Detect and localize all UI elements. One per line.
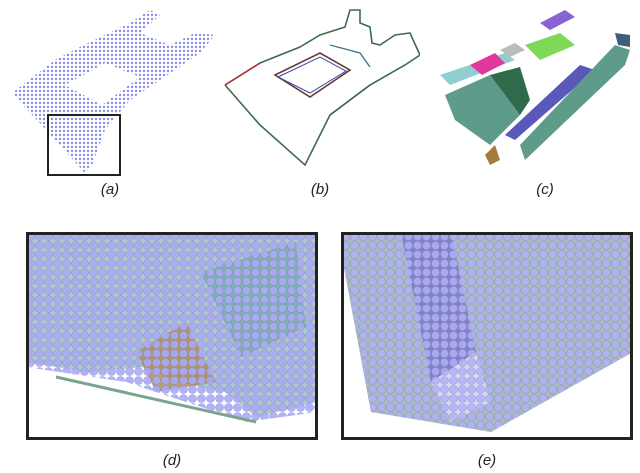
panel-c: (c) [430,5,635,198]
panel-a: (a) [10,5,225,198]
panel-a-graphic [12,10,215,176]
panel-c-graphic [440,10,630,165]
caption-c: (c) [536,181,554,198]
panel-b-graphic [224,9,420,167]
caption-e: (e) [477,452,497,469]
caption-b: (b) [310,181,330,198]
panel-d: (d) [26,232,318,469]
panel-d-graphic [26,232,318,440]
caption-d: (d) [162,452,182,469]
caption-a: (a) [100,181,120,198]
panel-e: (e) [341,232,633,469]
zoom-box [47,114,121,176]
panel-e-graphic [341,232,633,440]
panel-b: (b) [220,5,420,198]
